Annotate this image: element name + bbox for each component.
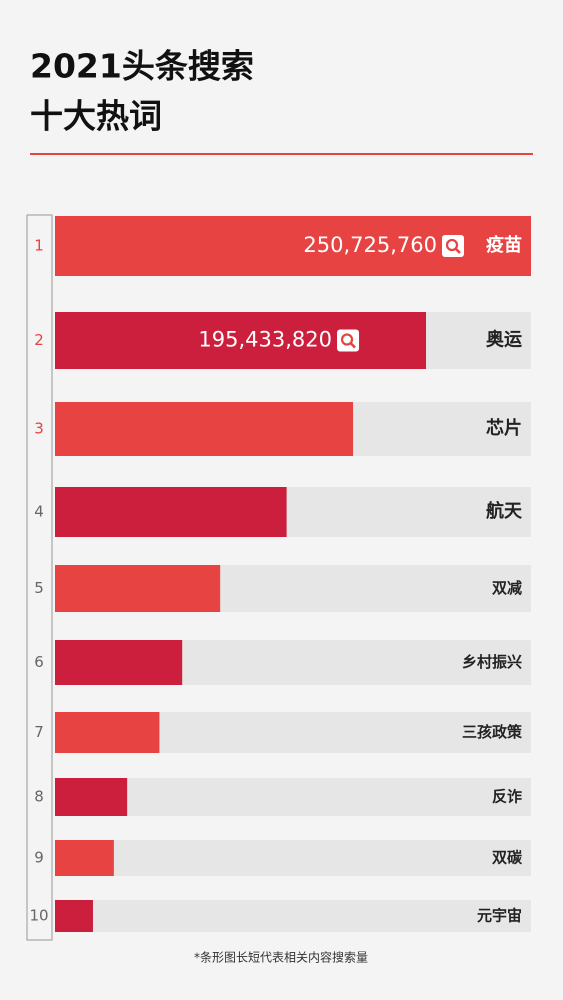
search-icon xyxy=(455,248,461,254)
bar xyxy=(55,565,221,612)
bar-track xyxy=(55,778,531,816)
category-label: 双碳 xyxy=(492,849,523,867)
category-label: 航天 xyxy=(486,500,523,522)
rank-label: 10 xyxy=(29,907,48,925)
category-label: 乡村振兴 xyxy=(462,653,522,671)
rank-label: 6 xyxy=(34,653,44,671)
value-label: 250,725,760 xyxy=(303,233,437,257)
value-label: 195,433,820 xyxy=(198,328,332,352)
bar xyxy=(55,402,354,456)
search-icon xyxy=(445,238,459,252)
bar xyxy=(55,900,93,932)
rank-frame xyxy=(26,214,53,941)
chart-title: 十大热词 xyxy=(30,97,162,136)
rank-label: 4 xyxy=(34,503,44,521)
category-label: 反诈 xyxy=(492,788,522,806)
rank-label: 2 xyxy=(34,331,44,349)
search-icon xyxy=(350,342,356,349)
bar-track xyxy=(55,900,531,932)
category-label: 元宇宙 xyxy=(477,907,522,925)
bar xyxy=(55,778,128,816)
footnote: *条形图长短代表相关内容搜索量 xyxy=(194,950,368,965)
category-label: 疫苗 xyxy=(486,234,522,256)
rank-label: 9 xyxy=(34,849,44,867)
bar-track xyxy=(55,840,531,876)
category-label: 双减 xyxy=(492,579,522,597)
bar xyxy=(55,487,287,537)
bar xyxy=(55,712,160,753)
bar xyxy=(55,840,114,876)
category-label: 奥运 xyxy=(486,329,522,351)
rank-label: 1 xyxy=(34,237,44,255)
rank-label: 7 xyxy=(34,723,44,741)
rank-label: 5 xyxy=(34,579,44,597)
rank-label: 8 xyxy=(34,788,44,806)
search-icon xyxy=(442,235,464,257)
bar xyxy=(55,640,183,685)
rank-label: 3 xyxy=(34,420,44,438)
search-icon xyxy=(340,333,354,346)
category-label: 三孩政策 xyxy=(462,723,523,741)
search-icon xyxy=(337,329,360,352)
category-label: 芯片 xyxy=(486,417,522,439)
bar xyxy=(55,312,427,369)
chart-title: 2021头条搜索 xyxy=(30,47,254,86)
